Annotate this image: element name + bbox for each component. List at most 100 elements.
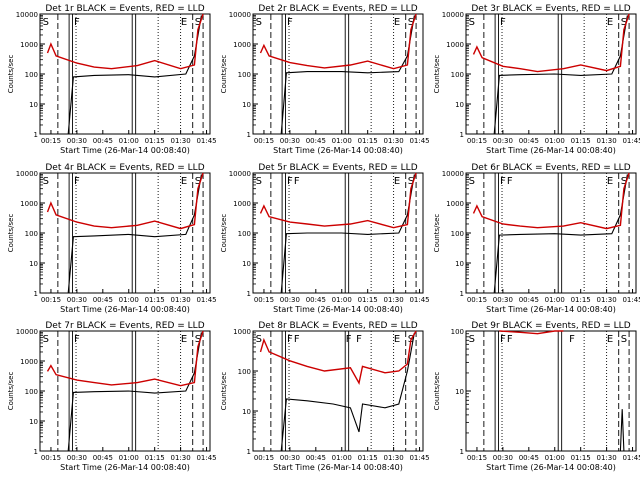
series-line-lld	[46, 330, 204, 387]
y-tick-label: 1000	[233, 200, 251, 208]
y-tick-label: 10	[455, 260, 464, 268]
x-tick-label: 01:30	[597, 296, 617, 304]
y-tick-label: 100	[238, 368, 251, 376]
marker-S: S	[43, 17, 49, 28]
series-line-events	[280, 332, 415, 452]
x-tick-label: 01:15	[571, 296, 591, 304]
x-tick-label: 00:15	[467, 454, 487, 462]
y-tick-label: 10	[455, 388, 464, 396]
y-axis-label: Counts/sec	[220, 214, 228, 253]
panel-title: Det 1r BLACK = Events, RED = LLD	[45, 4, 204, 14]
x-tick-label: 01:15	[145, 296, 165, 304]
plot-frame	[252, 330, 424, 452]
y-tick-label: 1	[460, 290, 464, 298]
x-tick-label: 01:00	[332, 296, 352, 304]
y-axis-label: Counts/sec	[433, 372, 441, 411]
y-tick-label: 1000	[233, 328, 251, 336]
plot-frame	[39, 172, 211, 294]
marker-E: E	[181, 17, 187, 28]
marker-S: S	[256, 17, 262, 28]
panel-title: Det 3r BLACK = Events, RED = LLD	[471, 4, 630, 14]
x-tick-label: 00:30	[67, 454, 87, 462]
marker-S: S	[43, 176, 49, 187]
panel-det-2: Det 2r BLACK = Events, RED = LLD 1 10 100 10…	[220, 4, 430, 155]
y-tick-label: 10	[29, 101, 38, 109]
x-tick-label: 01:45	[409, 137, 429, 145]
y-tick-label: 10000	[442, 11, 464, 19]
x-tick-label: 00:45	[93, 454, 113, 462]
y-tick-label: 1	[247, 290, 251, 298]
x-tick-label: 01:15	[571, 137, 591, 145]
y-tick-label: 10	[29, 260, 38, 268]
series-line-events	[619, 409, 625, 452]
y-axis-label: Counts/sec	[7, 214, 15, 253]
plot-frame	[252, 13, 424, 135]
x-tick-label: 00:30	[280, 296, 300, 304]
marker-E: E	[607, 334, 613, 345]
x-axis-label: Start Time (26-Mar-14 00:08:40)	[486, 463, 616, 472]
x-axis-label: Start Time (26-Mar-14 00:08:40)	[60, 305, 190, 314]
panel-title: Det 2r BLACK = Events, RED = LLD	[258, 4, 417, 14]
y-tick-label: 100	[238, 71, 251, 79]
x-tick-label: 01:00	[119, 296, 139, 304]
y-tick-label: 1	[460, 448, 464, 456]
marker-F: F	[74, 17, 80, 28]
series-line-events	[280, 15, 415, 135]
y-tick-label: 100	[451, 71, 464, 79]
x-tick-label: 01:30	[597, 137, 617, 145]
x-axis-label: Start Time (26-Mar-14 00:08:40)	[60, 146, 190, 155]
y-tick-label: 10	[29, 418, 38, 426]
y-tick-label: 1000	[20, 41, 38, 49]
x-tick-label: 01:30	[597, 454, 617, 462]
marker-E: E	[181, 176, 187, 187]
marker-S: S	[195, 17, 201, 28]
marker-S: S	[256, 334, 262, 345]
panel-title: Det 6r BLACK = Events, RED = LLD	[471, 163, 630, 173]
y-tick-label: 10000	[442, 170, 464, 178]
series-line-lld	[472, 172, 630, 230]
x-tick-label: 00:30	[493, 137, 513, 145]
x-tick-label: 01:45	[622, 454, 640, 462]
x-tick-label: 00:45	[519, 454, 539, 462]
x-tick-label: 01:00	[545, 296, 565, 304]
marker-F: F	[500, 176, 506, 187]
y-tick-label: 1000	[20, 200, 38, 208]
marker-F: F	[500, 17, 506, 28]
panel-det-8: Det 8r BLACK = Events, RED = LLD 1 10 100 10…	[220, 321, 430, 472]
x-tick-label: 00:15	[41, 454, 61, 462]
marker-E: E	[394, 176, 400, 187]
marker-S: S	[195, 334, 201, 345]
series-line-events	[67, 332, 202, 452]
x-tick-label: 01:30	[384, 137, 404, 145]
x-tick-label: 01:45	[622, 137, 640, 145]
y-axis-label: Counts/sec	[433, 55, 441, 94]
x-tick-label: 01:15	[145, 137, 165, 145]
panel-title: Det 8r BLACK = Events, RED = LLD	[258, 321, 417, 331]
y-tick-label: 1000	[233, 41, 251, 49]
x-axis-label: Start Time (26-Mar-14 00:08:40)	[273, 305, 403, 314]
y-tick-label: 1	[34, 448, 38, 456]
panel-title: Det 9r BLACK = Events, RED = LLD	[471, 321, 630, 331]
x-tick-label: 01:15	[358, 137, 378, 145]
panel-det-7: Det 7r BLACK = Events, RED = LLD 1 10 100 10…	[7, 321, 217, 472]
panel-det-5: Det 5r BLACK = Events, RED = LLD 1 10 100 10…	[220, 163, 430, 314]
panel-det-6: Det 6r BLACK = Events, RED = LLD 1 10 100 10…	[433, 163, 640, 314]
x-tick-label: 01:45	[196, 137, 216, 145]
x-tick-label: 00:30	[280, 137, 300, 145]
x-axis-label: Start Time (26-Mar-14 00:08:40)	[60, 463, 190, 472]
marker-S: S	[43, 334, 49, 345]
y-tick-label: 1000	[20, 358, 38, 366]
series-line-lld	[259, 330, 417, 385]
y-tick-label: 10000	[16, 11, 38, 19]
y-tick-label: 10000	[229, 11, 251, 19]
y-tick-label: 100	[25, 230, 38, 238]
x-tick-label: 01:45	[196, 454, 216, 462]
x-tick-label: 00:15	[467, 296, 487, 304]
marker-S: S	[256, 176, 262, 187]
y-tick-label: 100	[25, 388, 38, 396]
x-axis-label: Start Time (26-Mar-14 00:08:40)	[486, 305, 616, 314]
series-line-lld	[259, 172, 417, 229]
series-line-events	[67, 15, 202, 135]
x-tick-label: 01:00	[119, 454, 139, 462]
